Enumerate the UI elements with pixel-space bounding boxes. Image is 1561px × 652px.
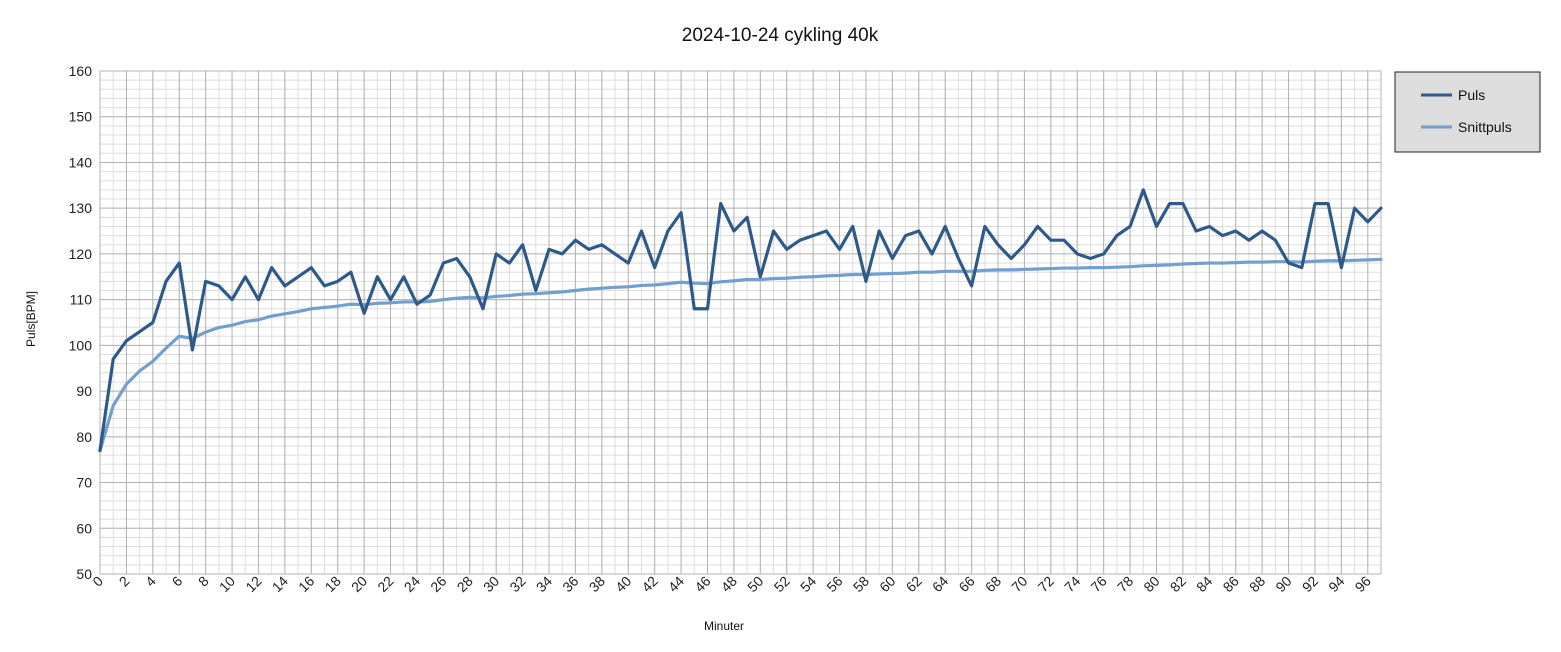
- x-tick-label: 58: [850, 573, 872, 595]
- x-tick-label: 20: [348, 573, 370, 595]
- y-tick-label: 90: [76, 383, 92, 399]
- legend-box: [1394, 71, 1541, 153]
- series-layer: [98, 188, 1383, 453]
- x-tick-label: 16: [295, 573, 317, 595]
- x-tick-label: 70: [1008, 573, 1030, 595]
- x-tick-label: 94: [1325, 573, 1347, 595]
- x-tick-label: 36: [559, 573, 581, 595]
- x-tick-label: 82: [1167, 573, 1189, 595]
- plot-border: [99, 70, 1382, 575]
- y-tick-label: 60: [76, 520, 92, 536]
- series-line-puls: [98, 188, 1383, 453]
- chart-title: 2024-10-24 cykling 40k: [682, 25, 879, 46]
- plot-area: [100, 71, 1381, 574]
- x-tick-label: 32: [506, 573, 528, 595]
- x-tick-label: 4: [142, 573, 159, 590]
- x-tick-label: 56: [823, 573, 845, 595]
- x-tick-label: 0: [89, 573, 106, 590]
- x-tick-label: 10: [216, 573, 238, 595]
- x-tick-label: 96: [1352, 573, 1374, 595]
- y-tick-label: 150: [69, 109, 93, 125]
- x-tick-label: 86: [1220, 573, 1242, 595]
- y-tick-label: 50: [76, 566, 92, 582]
- x-tick-label: 50: [744, 573, 766, 595]
- y-tick-label: 100: [69, 337, 93, 353]
- x-tick-label: 80: [1140, 573, 1162, 595]
- x-tick-label: 62: [903, 573, 925, 595]
- x-axis-tick-labels: 0 2 4 6 8 10 12 14 16 18 20 22 24 26 28 30 32 34 36 38 40 42 4…: [89, 573, 1374, 595]
- series-line-snittpuls: [98, 257, 1383, 453]
- x-tick-label: 24: [401, 573, 423, 595]
- x-tick-label: 88: [1246, 573, 1268, 595]
- x-tick-label: 40: [612, 573, 634, 595]
- x-tick-label: 60: [876, 573, 898, 595]
- x-tick-label: 34: [533, 573, 555, 595]
- x-tick-label: 6: [169, 573, 186, 590]
- x-tick-label: 2: [116, 573, 133, 590]
- x-tick-label: 74: [1061, 573, 1083, 595]
- x-tick-label: 78: [1114, 573, 1136, 595]
- y-tick-label: 130: [69, 200, 93, 216]
- x-tick-label: 92: [1299, 573, 1321, 595]
- x-tick-label: 18: [322, 573, 344, 595]
- y-tick-label: 70: [76, 475, 92, 491]
- y-tick-label: 140: [69, 154, 93, 170]
- legend-label-puls: Puls: [1458, 87, 1485, 103]
- x-tick-label: 28: [454, 573, 476, 595]
- x-tick-label: 54: [797, 573, 819, 595]
- y-axis-title: Puls[BPM]: [24, 291, 38, 347]
- x-tick-label: 52: [771, 573, 793, 595]
- x-tick-label: 84: [1193, 573, 1215, 595]
- x-tick-label: 48: [718, 573, 740, 595]
- x-tick-label: 44: [665, 573, 687, 595]
- x-tick-label: 68: [982, 573, 1004, 595]
- x-tick-label: 14: [269, 573, 291, 595]
- x-tick-label: 30: [480, 573, 502, 595]
- x-tick-label: 22: [374, 573, 396, 595]
- legend-label-snittpuls: Snittpuls: [1458, 119, 1512, 135]
- y-tick-label: 110: [70, 292, 93, 308]
- x-tick-label: 90: [1272, 573, 1294, 595]
- x-tick-label: 42: [638, 573, 660, 595]
- x-tick-label: 72: [1035, 573, 1057, 595]
- x-tick-label: 46: [691, 573, 713, 595]
- x-tick-label: 38: [586, 573, 608, 595]
- y-tick-label: 160: [69, 63, 93, 79]
- x-tick-label: 12: [242, 573, 264, 595]
- x-tick-label: 66: [955, 573, 977, 595]
- y-tick-label: 120: [69, 246, 93, 262]
- x-tick-label: 76: [1087, 573, 1109, 595]
- x-tick-label: 8: [195, 573, 212, 590]
- y-tick-label: 80: [76, 429, 92, 445]
- x-axis-title: Minuter: [704, 619, 744, 633]
- legend: Puls Snittpuls: [1394, 71, 1541, 153]
- y-axis-tick-labels: 50 60 70 80 90 100 110 120 130 140 150 160: [69, 63, 93, 582]
- x-tick-label: 64: [929, 573, 951, 595]
- x-tick-label: 26: [427, 573, 449, 595]
